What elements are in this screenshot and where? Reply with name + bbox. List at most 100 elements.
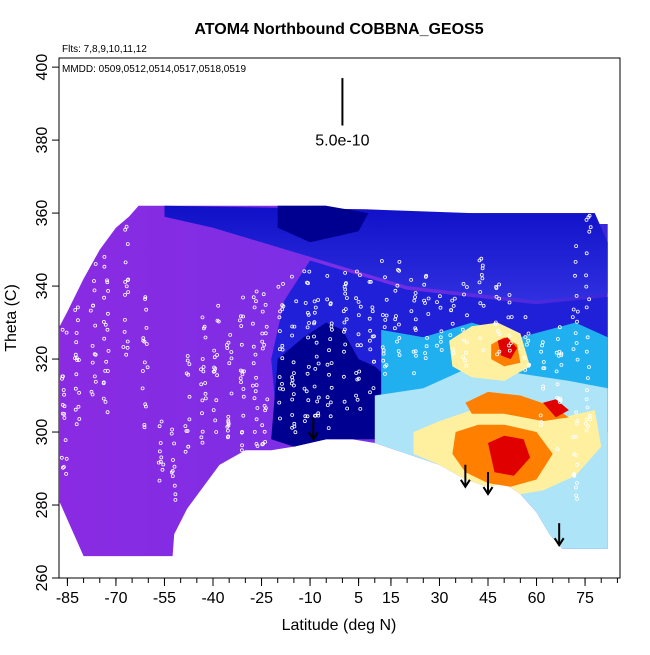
obs-point (342, 399, 347, 404)
obs-point (240, 443, 245, 448)
obs-point (75, 358, 79, 363)
obs-point (277, 375, 282, 379)
field-upper-blue (164, 205, 608, 301)
obs-point (572, 471, 577, 476)
obs-point (226, 420, 231, 425)
obs-point (574, 410, 578, 415)
obs-point (238, 376, 243, 381)
obs-point (215, 318, 220, 323)
obs-point (494, 294, 499, 299)
obs-point (368, 328, 373, 333)
field-red-core (488, 435, 531, 476)
obs-point (383, 275, 387, 280)
obs-point (101, 381, 106, 386)
obs-point (212, 365, 217, 370)
obs-point (345, 406, 350, 411)
obs-point (215, 373, 220, 378)
obs-point (380, 345, 385, 350)
obs-point (77, 417, 82, 421)
obs-point (74, 273, 79, 278)
obs-point (73, 308, 78, 312)
flights-note: Flts: 7,8,9,10,11,12 (62, 44, 147, 55)
obs-point (239, 430, 244, 435)
obs-point (228, 332, 233, 337)
obs-point (239, 342, 244, 347)
obs-point (526, 331, 531, 336)
obs-point (186, 372, 191, 377)
obs-point (435, 343, 439, 348)
obs-point (325, 403, 330, 408)
obs-point (356, 299, 361, 304)
obs-point (143, 295, 148, 300)
obs-point (140, 369, 145, 373)
obs-point (316, 361, 321, 366)
obs-point (414, 353, 418, 358)
obs-point (124, 224, 129, 229)
obs-point (183, 424, 188, 429)
obs-point (260, 339, 265, 344)
obs-point (251, 361, 256, 366)
obs-point (62, 415, 67, 420)
obs-point (585, 405, 590, 410)
obs-point (74, 356, 79, 360)
obs-point (64, 471, 68, 476)
obs-point (225, 428, 230, 433)
obs-point (262, 403, 267, 408)
obs-point (355, 377, 360, 382)
obs-point (292, 324, 297, 329)
obs-point (157, 478, 162, 483)
obs-point (479, 272, 484, 277)
obs-point (226, 414, 231, 419)
obs-point (156, 460, 161, 465)
obs-point (423, 351, 428, 356)
obs-point (314, 340, 319, 345)
obs-point (396, 349, 401, 354)
obs-point (383, 371, 387, 376)
obs-point (239, 324, 244, 328)
obs-point (584, 273, 588, 278)
obs-point (142, 425, 147, 430)
obs-point (201, 326, 206, 331)
obs-point (59, 455, 64, 460)
obs-point (60, 402, 65, 407)
obs-point (328, 337, 333, 342)
obs-point (73, 386, 78, 391)
obs-point (226, 421, 231, 426)
obs-point (574, 293, 579, 298)
obs-point (277, 400, 282, 405)
obs-point (379, 259, 384, 263)
obs-point (294, 299, 299, 304)
obs-point (571, 307, 576, 312)
obs-point (344, 317, 349, 322)
obs-point (225, 346, 230, 350)
obs-point (523, 367, 528, 372)
obs-point (526, 338, 531, 343)
obs-point (280, 303, 285, 308)
obs-point (422, 282, 427, 287)
obs-point (508, 341, 513, 346)
obs-point (64, 456, 69, 461)
obs-point (212, 348, 217, 353)
obs-point (507, 348, 512, 353)
obs-point (397, 259, 402, 264)
obs-point (397, 353, 402, 358)
obs-point (356, 332, 361, 337)
obs-point (291, 371, 296, 376)
obs-point (241, 413, 246, 418)
obs-point (74, 422, 79, 427)
obs-point (424, 273, 429, 278)
obs-point (102, 295, 106, 300)
obs-point (423, 356, 428, 361)
obs-point (261, 292, 266, 297)
obs-point (450, 298, 455, 303)
obs-point (200, 440, 205, 445)
obs-point (495, 329, 500, 333)
obs-point (172, 464, 177, 469)
obs-point (522, 355, 527, 360)
x-tick-label: 30 (431, 590, 449, 607)
obs-point (77, 358, 81, 362)
obs-point (254, 417, 259, 422)
obs-point (439, 329, 444, 334)
obs-point (173, 497, 178, 502)
obs-point (463, 358, 468, 363)
